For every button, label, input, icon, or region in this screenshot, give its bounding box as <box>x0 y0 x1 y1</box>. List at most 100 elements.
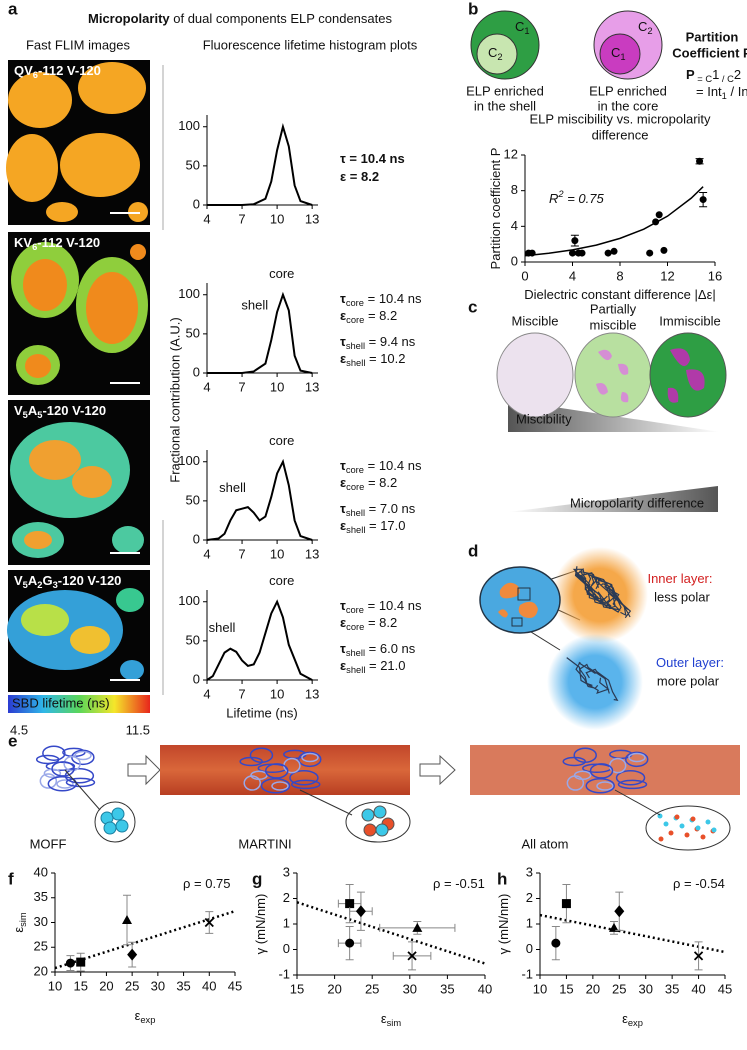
text-part: = 0.75 <box>564 191 605 206</box>
annotation: εshell = 17.0 <box>340 518 406 535</box>
text-part: G <box>42 573 52 588</box>
x-tick-label: 25 <box>125 978 139 993</box>
annotation: τshell = 9.4 ns <box>340 334 416 351</box>
condensate <box>23 259 67 311</box>
condensate <box>72 466 112 498</box>
text-part: 2 <box>647 26 652 36</box>
annotation: εcore = 8.2 <box>340 308 397 325</box>
inset <box>94 801 136 843</box>
y-tick-label: 50 <box>186 632 200 647</box>
protein <box>260 778 291 794</box>
text-part: 1 <box>524 26 529 36</box>
title-rest: of dual components ELP condensates <box>170 11 393 26</box>
x-tick-label: 7 <box>238 546 245 561</box>
stage-label: MARTINI <box>238 836 291 851</box>
text-part: 1 <box>712 67 719 82</box>
annotation: ρ = -0.54 <box>673 876 725 891</box>
colorbar-min: 4.5 <box>10 722 28 737</box>
protein <box>271 781 289 791</box>
x-tick-label: 10 <box>533 981 547 996</box>
y-tick-label: 3 <box>283 864 290 879</box>
point <box>345 899 355 909</box>
atom <box>690 816 696 822</box>
condensate <box>21 604 69 636</box>
y-tick-label: 8 <box>511 182 518 197</box>
condensate <box>112 526 144 554</box>
protein <box>615 769 646 786</box>
x-axis-label: εsim <box>381 1011 402 1028</box>
y-tick-label: 50 <box>186 325 200 340</box>
y-tick-label: 25 <box>34 939 48 954</box>
annotation: R2 = 0.75 <box>549 189 604 206</box>
text-part: V <box>14 403 23 418</box>
panel-title: Micropolarity of dual components ELP con… <box>88 11 392 26</box>
text-part: shell <box>346 508 365 518</box>
protein <box>239 756 263 767</box>
y-axis-label: Partition coefficient P <box>488 148 503 270</box>
circle-label: C2 <box>638 19 653 36</box>
text-part: ε <box>622 1011 628 1026</box>
y-tick-label: 0 <box>193 531 200 546</box>
peak-label: shell <box>209 620 236 635</box>
x-tick-label: 15 <box>559 981 573 996</box>
peak-label: shell <box>241 297 268 312</box>
annotation: εcore = 8.2 <box>340 615 397 632</box>
text-part: core <box>346 482 364 492</box>
point <box>652 218 660 226</box>
text-part: = 10.2 <box>365 351 405 366</box>
condensate <box>116 588 144 612</box>
point <box>407 951 417 961</box>
inner-desc: less polar <box>654 589 710 604</box>
state-label: Partially <box>590 301 637 316</box>
x-tick-label: 40 <box>202 978 216 993</box>
condensate <box>24 531 52 549</box>
x-tick-label: 13 <box>305 686 319 701</box>
text-part: = C <box>695 74 713 84</box>
text-part: -120 V-120 <box>42 403 106 418</box>
text-part: Partition coefficient P <box>488 148 503 270</box>
text-part: 5 <box>37 410 42 420</box>
point <box>655 211 663 219</box>
text-part: = 8.2 <box>364 308 397 323</box>
text-part: ε <box>340 615 346 630</box>
protein <box>573 770 592 781</box>
atom <box>668 830 674 836</box>
text-part: 2 <box>557 189 564 199</box>
all-atom-box <box>470 745 740 795</box>
y-tick-label: 1 <box>526 915 533 930</box>
y-axis-label: εsim <box>11 912 28 933</box>
text-part: R <box>549 191 558 206</box>
x-axis-label: εexp <box>135 1008 156 1025</box>
caption: in the shell <box>474 98 536 113</box>
text-part: core <box>346 298 364 308</box>
x-tick-label: 25 <box>612 981 626 996</box>
x-tick-label: 8 <box>616 268 623 283</box>
bead <box>115 819 129 833</box>
peak-label: core <box>269 573 294 588</box>
heading: Partition <box>686 29 739 44</box>
x-tick-label: 10 <box>48 978 62 993</box>
text-part: = 9.4 ns <box>365 334 416 349</box>
text-part: / Int <box>727 84 747 99</box>
text-part: τ = 10.4 ns <box>340 151 405 166</box>
annotation: εshell = 21.0 <box>340 658 406 675</box>
x-axis-label: Dielectric constant difference |Δε| <box>524 287 716 302</box>
heading: Coefficient P <box>672 45 747 60</box>
y-tick-label: 3 <box>526 864 533 879</box>
circle-label: C1 <box>611 45 626 62</box>
x-tick-label: 4 <box>203 211 210 226</box>
text-part: sim <box>18 912 28 927</box>
point <box>699 196 707 204</box>
oval-partial <box>574 332 652 418</box>
protein <box>297 751 322 768</box>
text-part: = 6.0 ns <box>365 641 416 656</box>
y-tick-label: 2 <box>283 890 290 905</box>
inner-circle <box>476 33 518 75</box>
y-tick-label: 40 <box>34 864 48 879</box>
colorbar-max: 11.5 <box>126 722 150 737</box>
text-part: 1 <box>620 52 625 62</box>
y-tick-label: 20 <box>34 963 48 978</box>
text-part: 2 <box>734 67 741 82</box>
x-tick-label: 10 <box>270 686 284 701</box>
